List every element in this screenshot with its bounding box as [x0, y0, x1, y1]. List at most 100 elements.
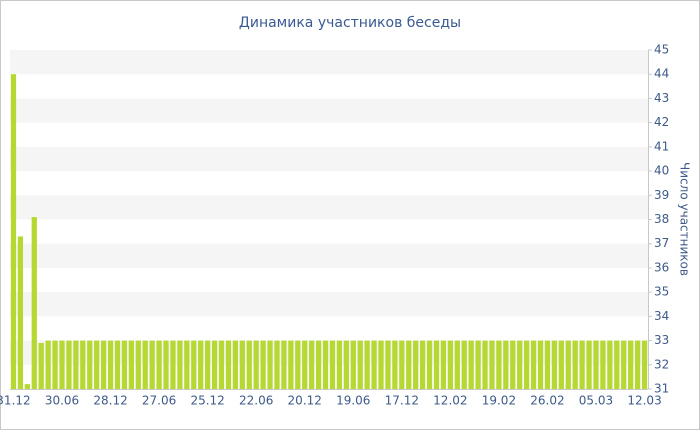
grid-band — [10, 146, 648, 172]
x-tick-label: 20.12 — [288, 394, 322, 408]
bar — [17, 236, 24, 389]
bar — [385, 340, 391, 389]
y-tick-label: 33 — [654, 333, 669, 347]
bar — [628, 340, 634, 389]
bar — [600, 340, 606, 389]
x-tick-label: 31.12 — [0, 394, 31, 408]
bar — [225, 340, 232, 389]
bar — [10, 74, 17, 389]
bar — [302, 340, 308, 389]
y-tick-label: 41 — [654, 139, 669, 153]
bar — [73, 340, 79, 389]
bar — [517, 340, 523, 389]
bar — [551, 340, 558, 389]
chart-title: Динамика участников беседы — [239, 15, 461, 31]
y-tick-label: 36 — [654, 260, 669, 274]
bar — [253, 340, 259, 389]
bar — [135, 340, 141, 389]
x-tick-label: 27.06 — [142, 394, 176, 408]
bar — [447, 340, 453, 389]
grid-band — [10, 50, 648, 75]
bar — [413, 340, 419, 389]
y-tick-label: 31 — [654, 382, 669, 396]
bar — [288, 340, 294, 389]
bar — [496, 340, 502, 389]
bar — [482, 340, 488, 389]
bar — [80, 340, 86, 389]
bar — [621, 340, 627, 389]
bar — [260, 340, 266, 389]
bar — [544, 340, 551, 389]
bar — [406, 340, 412, 389]
bar — [530, 340, 537, 389]
bar — [142, 340, 148, 389]
bar — [198, 340, 204, 389]
bar — [475, 340, 481, 389]
bar — [94, 340, 100, 389]
bar — [433, 340, 440, 389]
bar — [322, 340, 329, 389]
bar — [392, 340, 398, 389]
bar — [38, 342, 44, 389]
bar — [163, 340, 169, 389]
x-tick-label: 22.06 — [239, 394, 273, 408]
bar — [558, 340, 564, 389]
bar — [45, 340, 51, 389]
x-tick-label: 19.02 — [482, 394, 516, 408]
grid-band — [10, 243, 648, 268]
bar — [156, 340, 162, 389]
x-tick-label: 12.02 — [433, 394, 467, 408]
bar — [593, 340, 599, 389]
bar — [537, 340, 544, 389]
y-tick-label: 43 — [654, 91, 669, 105]
x-tick-label: 17.12 — [385, 394, 419, 408]
x-tick-label: 12.03 — [627, 394, 661, 408]
bar — [184, 340, 190, 389]
plot-area — [10, 50, 648, 389]
bar — [565, 340, 571, 389]
x-tick-label: 30.06 — [45, 394, 79, 408]
bar — [315, 340, 322, 389]
bar — [364, 340, 370, 389]
x-tick-label: 26.02 — [530, 394, 564, 408]
bar — [191, 340, 197, 389]
y-tick-label: 45 — [654, 43, 669, 57]
bar — [524, 340, 530, 389]
y-tick-label: 39 — [654, 188, 669, 202]
bar — [107, 340, 114, 389]
bar — [114, 340, 121, 389]
bar — [634, 340, 641, 389]
bar — [218, 340, 225, 389]
bar — [309, 340, 315, 389]
bar — [177, 340, 183, 389]
x-tick-label: 19.06 — [336, 394, 370, 408]
bar — [399, 340, 405, 389]
x-tick-label: 05.03 — [579, 394, 613, 408]
bar — [239, 340, 245, 389]
bar — [461, 340, 467, 389]
bar — [205, 340, 211, 389]
bar — [246, 340, 252, 389]
bar — [378, 340, 384, 389]
x-tick-label: 28.12 — [93, 394, 127, 408]
bar — [211, 340, 218, 389]
bar — [100, 340, 107, 389]
bar — [232, 340, 239, 389]
bar — [454, 340, 460, 389]
bar — [87, 340, 93, 389]
bar — [329, 340, 336, 389]
y-tick-label: 42 — [654, 115, 669, 129]
bar — [440, 340, 447, 389]
bar — [357, 340, 363, 389]
grid-band — [10, 292, 648, 317]
bar — [267, 340, 273, 389]
bar — [274, 340, 280, 389]
bar — [468, 340, 474, 389]
bar — [510, 340, 516, 389]
bar — [371, 340, 377, 389]
y-tick-label: 34 — [654, 309, 669, 323]
bar — [579, 340, 585, 389]
bar — [59, 340, 65, 389]
